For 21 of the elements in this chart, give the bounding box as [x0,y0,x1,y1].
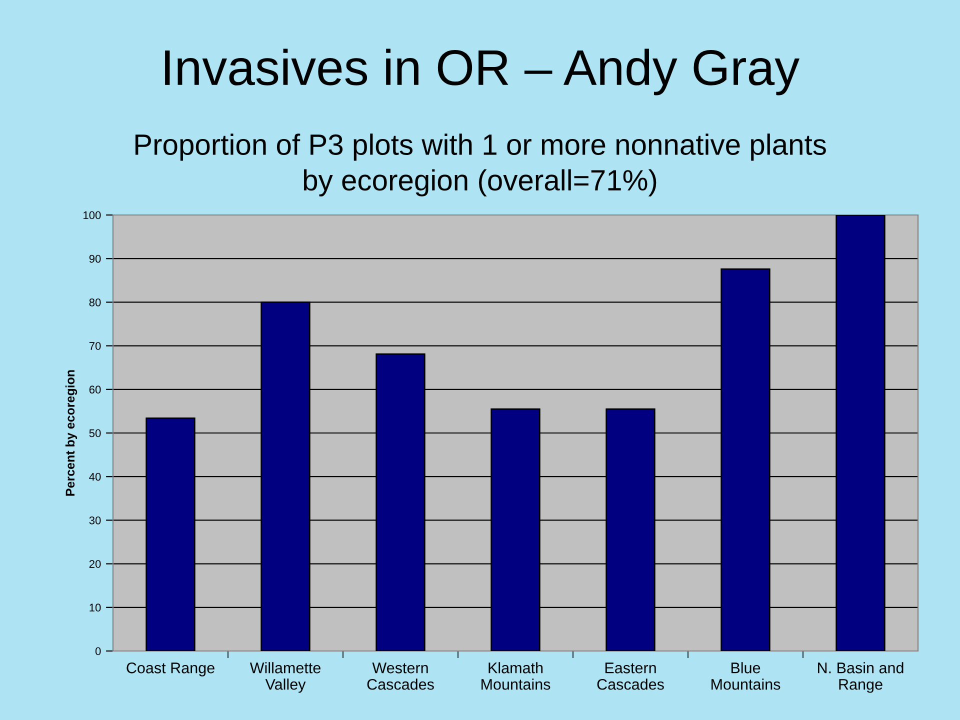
x-tick-label: Blue Mountains [712,662,780,690]
y-tick-label: 50 [89,429,101,438]
y-tick-label: 20 [89,560,101,568]
y-tick-label: 0 [95,647,101,656]
y-tick-label: 60 [89,386,101,394]
x-tick-label: Coast Range [126,662,214,676]
y-axis-title: Percent by ecoregion [65,370,78,496]
y-tick-label: 70 [89,342,101,350]
x-tick-label: N. Basin and Range [818,662,904,693]
x-tick-label: Willamette Valley [250,662,320,693]
y-tick-label: 100 [84,211,101,220]
y-tick-label: 80 [89,298,101,306]
y-tick-label: 10 [90,604,101,612]
y-tick-label: 40 [89,472,101,481]
y-tick-label: 30 [89,516,101,524]
chart-subtitle: Proportion of P3 plots with 1 or more nonnative plants by ecoregion (overall=71%) [135,134,826,196]
x-tick-label: Western Cascades [367,662,434,690]
x-tick-label: Eastern Cascades [597,662,664,690]
chart-title: Invasives in OR – Andy Gray [165,48,800,96]
y-tick-label: 90 [89,254,101,263]
x-tick-label: Klamath Mountains [482,662,550,690]
